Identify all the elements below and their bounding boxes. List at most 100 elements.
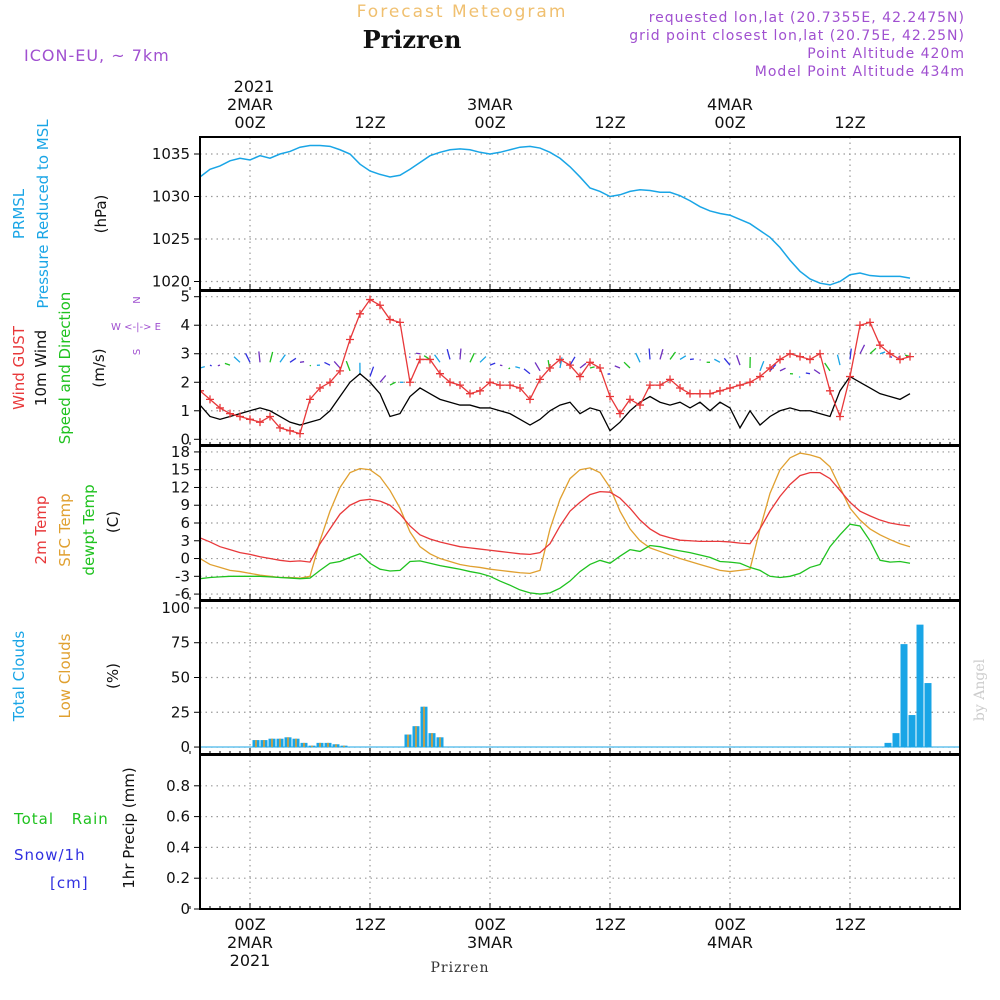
gust-point	[426, 355, 434, 364]
requested-coords: requested lon,lat (20.7355E, 42.2475N)	[649, 10, 965, 26]
wind-dir-arrow	[369, 366, 375, 377]
wind-ytick-label: 2	[180, 373, 190, 391]
sfc-temp-line	[200, 452, 911, 579]
gust-point	[396, 318, 404, 327]
gust-point	[226, 409, 234, 418]
credit-label: by Angel	[972, 658, 988, 721]
wind-dir-arrow	[614, 365, 621, 369]
bottom-hour-label: 12Z	[834, 915, 865, 934]
gust-point	[446, 378, 454, 387]
location-title: Prizren	[363, 25, 462, 54]
wind-label-unit: (m/s)	[90, 348, 108, 387]
wind-dir-arrow	[258, 351, 261, 363]
temperature-plot-area	[200, 452, 911, 595]
wind-dir-arrow	[569, 356, 576, 366]
total-cloud-bar	[884, 742, 892, 748]
gust-point	[506, 381, 514, 390]
wind-dir-arrow	[589, 366, 595, 369]
wind-dir-arrow	[515, 366, 521, 369]
temp2m-line	[200, 472, 911, 563]
top-hour-label: 00Z	[714, 113, 745, 132]
gust-point	[416, 355, 424, 364]
wind-dir-arrow	[579, 362, 587, 369]
pressure-ytick-label: 1035	[152, 145, 190, 163]
wind-ytick-label: 0	[180, 430, 190, 448]
wind-dir-arrow	[623, 361, 631, 369]
gust-point	[606, 392, 614, 401]
clouds-label-total: Total Clouds	[10, 631, 28, 723]
gust-point	[686, 389, 694, 398]
gust-point	[656, 381, 664, 390]
compass-south: S	[132, 349, 143, 355]
temperature-ytick-label: 18	[171, 443, 190, 461]
wind-dir-arrow	[648, 348, 651, 360]
bottom-hour-label: 12Z	[594, 915, 625, 934]
wind-dir-arrow	[869, 347, 877, 355]
total-cloud-bar	[892, 733, 900, 748]
gust-point	[826, 386, 834, 395]
wind-dir-arrow	[679, 355, 687, 360]
low-cloud-bar	[415, 726, 417, 748]
compass-north: N	[132, 296, 143, 303]
clouds-plot-area	[200, 624, 960, 748]
gust-point	[896, 355, 904, 364]
clouds-ytick-label: 100	[161, 599, 190, 617]
gust-point	[706, 389, 714, 398]
gust-point	[206, 395, 214, 404]
precip-label-snow: Snow/1h	[14, 846, 86, 864]
gust-point	[666, 375, 674, 384]
wind-label-gust: Wind GUST	[10, 325, 28, 410]
wind-dir-arrow	[879, 351, 886, 355]
wind-dir-arrow	[735, 355, 741, 366]
gust-point	[586, 358, 594, 367]
gust-point	[516, 383, 524, 392]
wind-dir-arrow	[190, 366, 196, 371]
gust-point	[876, 341, 884, 350]
temperature-ytick-label: 9	[180, 496, 190, 514]
temperature-ytick-label: 6	[180, 514, 190, 532]
temperature-ytick-label: -6	[175, 585, 190, 603]
gust-point	[526, 395, 534, 404]
bottom-date-label: 4MAR	[707, 933, 753, 952]
dewpt-line	[200, 523, 911, 595]
pressure-line	[200, 144, 911, 286]
bottom-year-label: 2021	[230, 951, 271, 970]
wind-panel: 0 1 2 3 4 5	[180, 288, 961, 448]
gust-point	[376, 301, 384, 310]
wind-dir-arrow	[824, 362, 831, 372]
gust-point	[496, 381, 504, 390]
pressure-ytick-label: 1020	[152, 273, 190, 291]
gust-point	[636, 401, 644, 410]
low-cloud-bar	[343, 745, 345, 748]
clouds-label-low: Low Clouds	[56, 633, 74, 718]
gust-point	[856, 321, 864, 330]
bottom-date-label: 3MAR	[467, 933, 513, 952]
wind-dir-arrow	[859, 344, 866, 355]
gust-point	[246, 415, 254, 424]
temperature-ytick-label: 12	[171, 478, 190, 496]
point-altitude: Point Altitude 420m	[807, 46, 965, 62]
bottom-hour-label: 00Z	[714, 915, 745, 934]
temp-label-2m: 2m Temp	[32, 496, 50, 565]
low-cloud-bar	[335, 744, 337, 748]
gust-point	[786, 349, 794, 358]
wind-dir-arrow	[779, 367, 786, 372]
wind-dir-arrow	[379, 375, 387, 383]
low-cloud-bar	[311, 745, 313, 748]
wind10m-line	[200, 372, 911, 432]
low-cloud-bar	[271, 738, 273, 748]
gust-point	[276, 423, 284, 432]
gust-point	[546, 364, 554, 372]
wind-ytick-label: 1	[180, 402, 190, 420]
wind-ytick-label: 5	[180, 288, 190, 306]
gust-point	[236, 412, 244, 421]
wind-dir-arrow	[714, 358, 721, 363]
low-cloud-bar	[407, 734, 409, 748]
product-title: Forecast Meteogram	[357, 2, 568, 22]
low-cloud-bar	[319, 742, 321, 748]
wind-dir-arrow	[489, 362, 496, 366]
wind-dir-arrow	[534, 362, 541, 372]
gust-point	[676, 383, 684, 392]
gust-point	[846, 372, 854, 381]
wind-dir-arrow	[244, 352, 251, 363]
